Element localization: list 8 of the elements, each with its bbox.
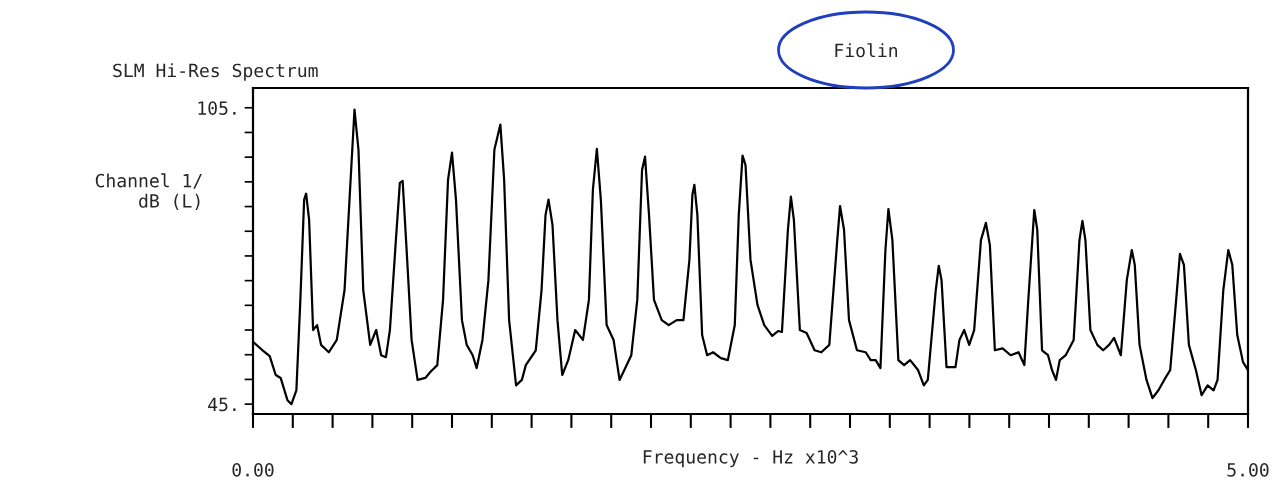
x-tick-label: 5.00 bbox=[1227, 463, 1269, 477]
chart-title: SLM Hi-Res Spectrum bbox=[113, 63, 318, 81]
y-tick-label: 105. bbox=[198, 101, 236, 115]
y-tick-label: 45. bbox=[208, 397, 236, 412]
x-tick-label: 0.00 bbox=[232, 463, 274, 477]
text: Fiolin bbox=[835, 43, 898, 58]
x-axis-title: Frequency - Hz x10^3 bbox=[643, 450, 858, 468]
y-axis-title: Channel 1/ dB (L) bbox=[95, 173, 202, 210]
